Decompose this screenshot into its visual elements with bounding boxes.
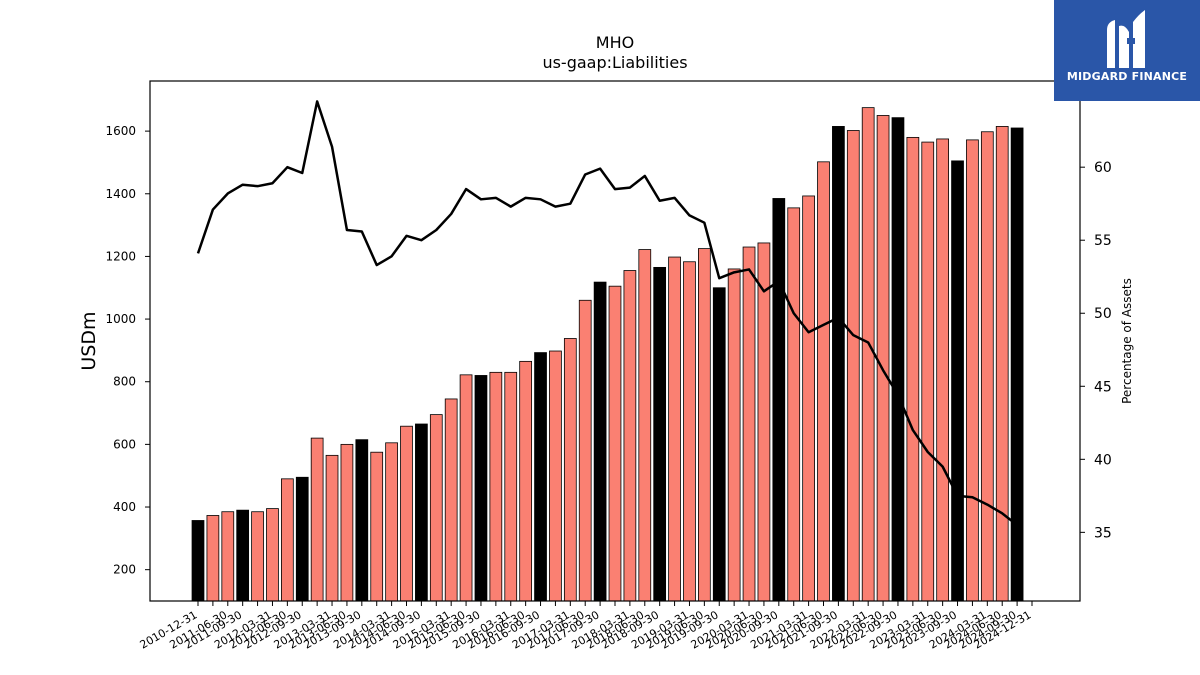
right-y-axis: 35 40 45 50 55 60 (1080, 160, 1112, 541)
bar (846, 130, 860, 602)
bar (936, 138, 950, 602)
y2-tick-label: 40 (1094, 452, 1112, 468)
left-y-axis: 200 400 600 800 1000 1200 1400 1600 (105, 124, 150, 577)
bar (712, 287, 726, 602)
bar (861, 107, 875, 602)
bar (325, 454, 339, 602)
y-tick-label: 1000 (105, 312, 136, 326)
bar (429, 414, 443, 602)
chart-title: MHO (595, 33, 635, 52)
y-tick-label: 1200 (105, 249, 136, 263)
bar (355, 439, 369, 602)
bar (549, 350, 562, 602)
bar (444, 398, 458, 602)
bar (802, 195, 815, 602)
x-axis: 2010-12-312011-06-302011-09-302012-03-31… (138, 601, 1034, 652)
bar (206, 515, 220, 602)
bar (995, 126, 1009, 602)
bar (474, 375, 488, 602)
bar (921, 141, 935, 602)
bar (653, 266, 667, 602)
bar (772, 198, 786, 602)
bar (400, 425, 413, 602)
bar (370, 451, 384, 602)
y-tick-label: 400 (113, 500, 136, 514)
bar (415, 423, 428, 602)
bar (951, 160, 964, 602)
bar (1010, 127, 1024, 602)
bar (310, 437, 324, 602)
bar (251, 511, 264, 602)
bar-series (191, 107, 1024, 602)
y-tick-label: 1600 (105, 124, 136, 138)
bar (832, 126, 845, 602)
y2-tick-label: 60 (1094, 160, 1112, 176)
bar (966, 139, 979, 602)
bar (266, 508, 279, 602)
brand-logo: MIDGARD FINANCE (1054, 0, 1200, 101)
midgard-m-logo-icon (1107, 10, 1145, 69)
bar (757, 242, 771, 602)
bar (385, 442, 398, 602)
percentage-line (196, 100, 1018, 527)
bar (817, 161, 830, 602)
bar (683, 261, 696, 602)
bar (593, 281, 607, 602)
bar (221, 511, 235, 602)
y-tick-label: 800 (113, 375, 136, 389)
bar (280, 478, 294, 602)
bar (623, 270, 637, 602)
bar (698, 248, 711, 602)
bar (489, 371, 503, 602)
bar (980, 131, 994, 602)
bar (727, 268, 741, 602)
bar (668, 256, 681, 602)
y-tick-label: 600 (113, 437, 136, 451)
y-tick-label: 1400 (105, 187, 136, 201)
bar (578, 299, 592, 602)
bar (504, 371, 518, 602)
bar (638, 249, 652, 602)
bar (608, 285, 622, 602)
y2-tick-label: 45 (1094, 379, 1112, 395)
y-tick-label: 200 (113, 563, 136, 577)
bar (519, 360, 533, 602)
bar (742, 246, 756, 602)
bar (534, 352, 547, 602)
chart-subtitle: us-gaap:Liabilities (542, 53, 688, 72)
bar (787, 207, 801, 602)
bar (891, 117, 905, 602)
bar (876, 115, 890, 602)
bar (191, 520, 205, 602)
bar (563, 338, 577, 602)
bar (906, 136, 920, 602)
y2-tick-label: 55 (1094, 233, 1112, 249)
y2-tick-label: 50 (1094, 306, 1112, 322)
y2-tick-label: 35 (1094, 525, 1112, 541)
bar (295, 476, 309, 602)
y2-axis-label: Percentage of Assets (1120, 278, 1134, 404)
y-axis-label: USDm (78, 311, 100, 370)
brand-name: MIDGARD FINANCE (1066, 70, 1188, 83)
bar (340, 443, 354, 602)
bar (236, 509, 250, 602)
bar (459, 374, 473, 602)
